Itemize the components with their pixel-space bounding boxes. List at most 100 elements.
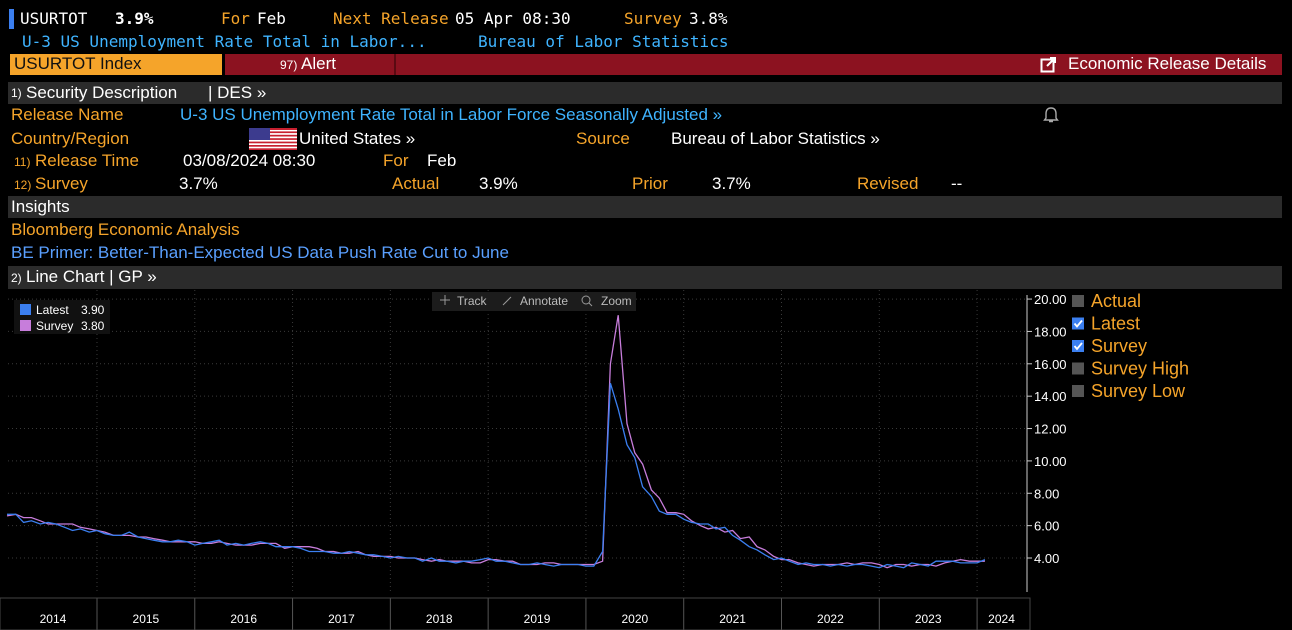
link[interactable]: United States » [299, 129, 416, 148]
chart-toolbar [432, 292, 636, 311]
tool-icon [502, 296, 512, 306]
section-bar [8, 196, 1282, 218]
num: 2) [11, 271, 22, 285]
value: 05 Apr 08:30 [455, 9, 571, 28]
external-icon [1040, 57, 1056, 73]
x-axis-band [0, 597, 1031, 630]
y-tick-label: 20.00 [1034, 292, 1067, 307]
y-tick-label: 18.00 [1034, 324, 1067, 339]
legend-label: Latest [36, 303, 69, 317]
security-tab[interactable] [10, 54, 222, 75]
label: Next Release [333, 9, 449, 28]
legend-item[interactable]: Survey [1091, 336, 1147, 356]
alert-button[interactable]: Alert [301, 54, 336, 73]
line-series [7, 383, 986, 569]
section-bar [8, 82, 1282, 104]
section-bar [8, 266, 1282, 289]
x-tick-label: 2021 [719, 612, 746, 626]
link[interactable]: Bureau of Labor Statistics » [671, 129, 880, 148]
value: -- [951, 174, 963, 193]
tool-button[interactable]: Track [457, 294, 488, 308]
tool-icon [440, 295, 450, 305]
checkmark [1073, 342, 1083, 351]
label: For [383, 151, 409, 170]
value: 3.8% [689, 9, 728, 28]
y-tick-label: 14.00 [1034, 389, 1067, 404]
num: 11) [14, 155, 31, 169]
label: For [221, 9, 250, 28]
x-tick-label: 2014 [40, 612, 67, 626]
marker [9, 9, 14, 29]
x-tick-label: 2020 [621, 612, 648, 626]
y-tick-label: 6.00 [1034, 519, 1059, 534]
x-tick-label: 2018 [426, 612, 453, 626]
insight-link[interactable]: Bloomberg Economic Analysis [11, 220, 240, 239]
toolbar [225, 54, 1282, 75]
details-button[interactable]: Economic Release Details [1068, 54, 1267, 73]
x-tick-label: 2019 [524, 612, 551, 626]
checkbox[interactable] [1072, 385, 1084, 397]
legend-value: 3.90 [81, 303, 105, 317]
x-tick-label: 2022 [817, 612, 844, 626]
x-tick-label: 2015 [133, 612, 160, 626]
bell-icon[interactable] [1043, 106, 1059, 124]
y-tick-label: 4.00 [1034, 551, 1059, 566]
label[interactable]: Release Time [35, 151, 139, 170]
value: 3.7% [179, 174, 218, 193]
y-tick-label: 8.00 [1034, 486, 1059, 501]
value: Feb [427, 151, 457, 170]
y-tick-label: 12.00 [1034, 422, 1067, 437]
section-title[interactable]: Line Chart | GP » [26, 267, 157, 286]
legend-item[interactable]: Survey High [1091, 359, 1189, 379]
legend-item[interactable]: Survey Low [1091, 381, 1186, 401]
section-code[interactable]: | DES » [208, 83, 267, 102]
value: 3.9% [479, 174, 518, 193]
section-title: Insights [11, 197, 70, 216]
y-tick-label: 16.00 [1034, 357, 1067, 372]
value: Feb [257, 9, 286, 28]
checkbox[interactable] [1072, 340, 1084, 352]
flag [249, 128, 297, 150]
tool-icon [581, 295, 593, 307]
value: 3.9% [115, 9, 154, 28]
link[interactable]: U-3 US Unemployment Rate Total in Labor … [180, 105, 723, 124]
num: 97) [280, 58, 298, 72]
legend-label: Survey [36, 319, 73, 333]
ticker: USURTOT [20, 9, 88, 28]
value: 03/08/2024 08:30 [183, 151, 316, 170]
checkbox[interactable] [1072, 362, 1084, 375]
y-tick-label: 10.00 [1034, 454, 1067, 469]
checkbox[interactable] [1072, 317, 1084, 330]
section-title[interactable]: Security Description [26, 83, 178, 102]
legend-value: 3.80 [81, 319, 105, 333]
chart: 4.00 6.00 8.00 10.00 12.00 14.00 16.00 18.00 20.… [0, 290, 1292, 630]
security-name: U-3 US Unemployment Rate Total in Labor.… [22, 32, 427, 51]
label: Source [576, 129, 630, 148]
legend-swatch [20, 304, 31, 315]
separator [394, 54, 396, 75]
label: Prior [632, 174, 668, 193]
source: Bureau of Labor Statistics [478, 32, 729, 51]
value: 3.7% [712, 174, 751, 193]
legend-item[interactable]: Actual [1091, 291, 1141, 311]
num: 1) [11, 86, 22, 100]
label: Country/Region [11, 129, 130, 148]
label[interactable]: Survey [35, 174, 88, 193]
label: Revised [857, 174, 919, 193]
tool-button[interactable]: Zoom [601, 294, 632, 308]
insight-link[interactable]: BE Primer: Better-Than-Expected US Data … [11, 243, 509, 262]
label: Actual [392, 174, 440, 193]
x-tick-label: 2016 [230, 612, 257, 626]
legend-swatch [20, 320, 31, 331]
checkbox[interactable] [1072, 295, 1084, 307]
x-tick-label: 2017 [328, 612, 355, 626]
x-tick-label: 2024 [988, 612, 1015, 626]
security[interactable]: USURTOT Index [14, 54, 142, 73]
label: Release Name [11, 105, 124, 124]
label: Survey [624, 9, 682, 28]
legend-item[interactable]: Latest [1091, 314, 1140, 334]
tool-button[interactable]: Annotate [520, 294, 568, 308]
checkmark [1073, 319, 1083, 328]
x-tick-label: 2023 [915, 612, 942, 626]
